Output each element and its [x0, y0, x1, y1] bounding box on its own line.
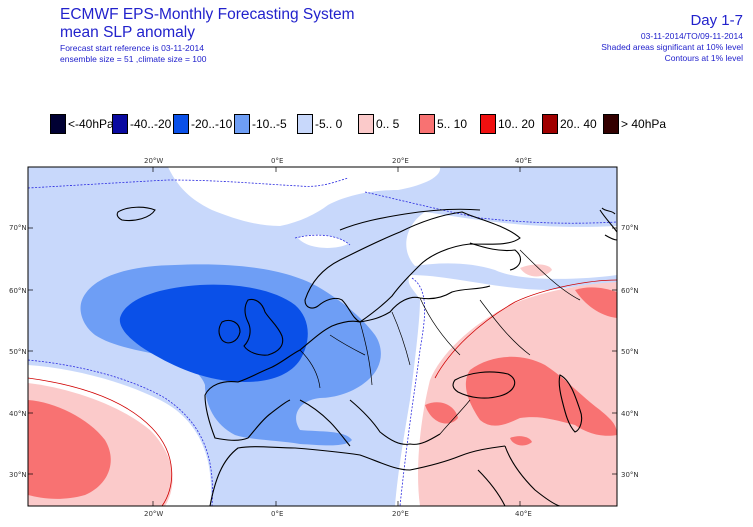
continental-coast: [204, 285, 491, 396]
legend-item: 10.. 20: [480, 113, 535, 135]
lon-label-top: 20°W: [144, 157, 164, 165]
negative-anomaly-strong: [119, 284, 308, 382]
lat-label-left: 30°N: [9, 471, 27, 479]
positive-anomaly-mid: [28, 400, 111, 499]
lon-label-top: 0°E: [271, 157, 284, 165]
significance-contour: [28, 177, 349, 189]
legend-item: > 40hPa: [603, 113, 666, 135]
significance-contour: [399, 277, 426, 506]
forecast-start-reference: Forecast start reference is 03-11-2014: [60, 43, 204, 53]
novaya-zemlya-coast: [599, 209, 617, 241]
lat-label-left: 50°N: [9, 348, 27, 356]
positive-anomaly-mid: [575, 287, 617, 318]
legend-label: -40..-20: [130, 117, 172, 131]
positive-anomaly-mid: [465, 356, 617, 436]
lon-label-bottom: 40°E: [515, 510, 532, 518]
lon-label-top: 20°E: [392, 157, 409, 165]
balkans-coast: [349, 399, 441, 445]
country-borders: [299, 249, 581, 435]
legend-label: > 40hPa: [621, 117, 667, 131]
legend-swatch: [50, 114, 66, 134]
scandinavia-coast: [304, 211, 521, 323]
legend-item: 0.. 5: [358, 113, 399, 135]
red-sea-coast: [477, 469, 506, 506]
legend-label: 0.. 5: [376, 117, 400, 131]
iberia-coast: [204, 394, 291, 441]
caspian-coast: [558, 374, 583, 433]
legend-item: -20..-10: [173, 113, 232, 135]
legend-label: -5.. 0: [315, 117, 343, 131]
significance-contour: [294, 234, 351, 246]
svalbard-coast: [601, 207, 616, 215]
middle-east-coast: [504, 445, 561, 506]
legend-swatch: [173, 114, 189, 134]
legend-label: -10..-5: [252, 117, 287, 131]
legend-item: -10..-5: [234, 113, 287, 135]
legend-label: <-40hPa: [68, 117, 114, 131]
lon-label-top: 40°E: [515, 157, 532, 165]
lon-label-bottom: 20°E: [392, 510, 409, 518]
lon-label-bottom: 0°E: [271, 510, 284, 518]
legend-label: 5.. 10: [437, 117, 468, 131]
legend-swatch: [480, 114, 496, 134]
legend-swatch: [542, 114, 558, 134]
black-sea-coast: [452, 371, 516, 399]
lat-label-right: 30°N: [621, 471, 639, 479]
norway-north-coast: [339, 208, 481, 231]
white-area: [298, 234, 348, 248]
lat-label-right: 50°N: [621, 348, 639, 356]
lat-label-right: 40°N: [621, 410, 639, 418]
positive-significance-contour: [434, 279, 617, 379]
lat-label-right: 60°N: [621, 287, 639, 295]
lat-label-right: 70°N: [621, 224, 639, 232]
lat-label-left: 40°N: [9, 410, 27, 418]
legend-label: 20.. 40: [560, 117, 597, 131]
lat-label-left: 70°N: [9, 224, 27, 232]
significance-contour: [364, 191, 617, 224]
legend-item: -5.. 0: [297, 113, 342, 135]
white-area: [406, 212, 617, 279]
legend-item: 20.. 40: [542, 113, 597, 135]
legend-swatch: [297, 114, 313, 134]
legend-swatch: [234, 114, 250, 134]
ensemble-size: ensemble size = 51 ,climate size = 100: [60, 54, 207, 64]
legend-swatch: [419, 114, 435, 134]
kola-coast: [469, 242, 521, 271]
forecast-period: 03-11-2014/TO/09-11-2014: [640, 31, 743, 41]
legend-swatch: [112, 114, 128, 134]
lat-label-left: 60°N: [9, 287, 27, 295]
italy-coast: [299, 399, 351, 447]
product-subtitle: mean SLP anomaly: [60, 24, 195, 41]
positive-anomaly-mid: [510, 436, 532, 446]
map-frame: [27, 166, 618, 507]
north-africa-coast: [209, 445, 506, 506]
day-range: Day 1-7: [690, 12, 743, 29]
ireland-coast: [218, 319, 241, 344]
significance-contours: Contours at 1% level: [664, 53, 743, 63]
lon-label-bottom: 20°W: [144, 510, 164, 518]
legend-item: -40..-20: [112, 113, 171, 135]
legend-item: 5.. 10: [419, 113, 467, 135]
legend-swatch: [358, 114, 374, 134]
legend-label: -20..-10: [191, 117, 233, 131]
significance-shaded: Shaded areas significant at 10% level: [601, 42, 743, 52]
legend-label: 10.. 20: [498, 117, 535, 131]
positive-significance-contour: [28, 377, 173, 506]
positive-anomaly-mid: [425, 402, 458, 424]
legend-swatch: [603, 114, 619, 134]
great-britain-coast: [243, 298, 284, 356]
legend-item: <-40hPa: [50, 113, 114, 135]
product-title: ECMWF EPS-Monthly Forecasting System: [60, 6, 355, 23]
iceland-coast: [116, 206, 156, 222]
